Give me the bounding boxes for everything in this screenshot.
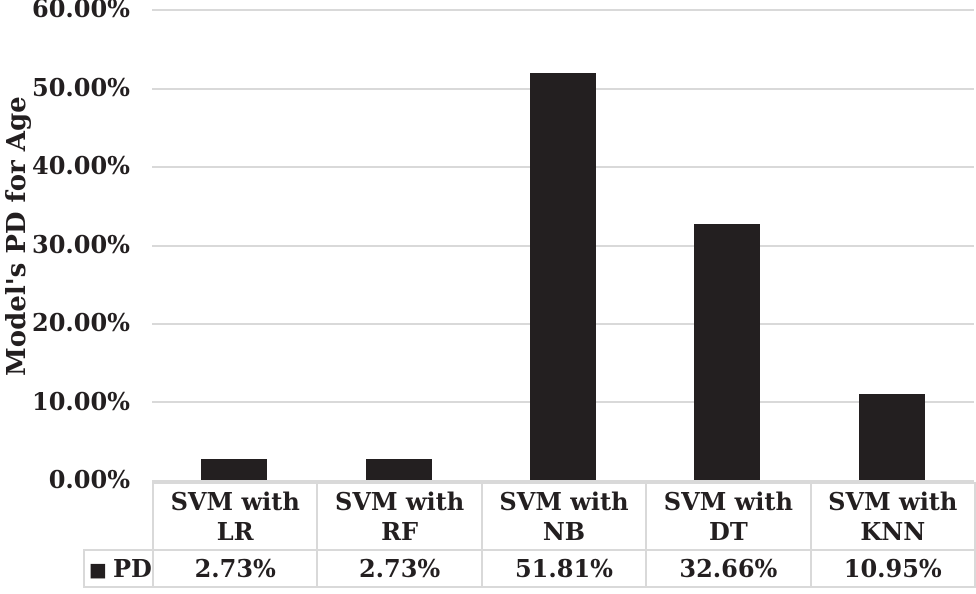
gridline bbox=[152, 480, 974, 482]
legend-cell: ■ PD bbox=[83, 549, 154, 588]
y-tick-label: 10.00% bbox=[32, 387, 130, 416]
y-tick-label: 30.00% bbox=[32, 230, 130, 259]
series-value-row: ■ PD 2.73% 2.73% 51.81% 32.66% 10.95% bbox=[83, 549, 976, 588]
data-table: SVM with LR SVM with RF SVM with NB SVM … bbox=[83, 482, 976, 588]
category-label: SVM with LR bbox=[151, 482, 319, 551]
y-tick-label: 0.00% bbox=[48, 465, 130, 494]
category-label: SVM with RF bbox=[316, 482, 483, 551]
series-marker-icon: ■ bbox=[89, 559, 107, 581]
category-header-row: SVM with LR SVM with RF SVM with NB SVM … bbox=[84, 482, 976, 551]
bar-svm-rf bbox=[365, 458, 432, 480]
y-tick-label: 60.00% bbox=[32, 0, 130, 23]
y-tick-label: 50.00% bbox=[32, 73, 130, 102]
category-label: SVM with DT bbox=[645, 482, 812, 551]
table-corner-cell bbox=[84, 483, 153, 550]
bar-svm-lr bbox=[201, 458, 268, 480]
series-name: PD bbox=[112, 554, 152, 583]
category-label: SVM with KNN bbox=[809, 482, 976, 551]
bar-svm-dt bbox=[694, 223, 761, 480]
bar-svm-knn bbox=[858, 394, 925, 480]
category-label: SVM with NB bbox=[480, 482, 648, 551]
gridline bbox=[152, 9, 974, 11]
y-tick-label: 20.00% bbox=[32, 308, 130, 337]
series-value: 2.73% bbox=[316, 549, 483, 588]
series-value: 51.81% bbox=[480, 549, 648, 588]
series-value: 32.66% bbox=[645, 549, 812, 588]
plot-area bbox=[152, 9, 974, 482]
series-value: 10.95% bbox=[809, 549, 976, 588]
series-value: 2.73% bbox=[151, 549, 319, 588]
bar-svm-nb bbox=[530, 73, 596, 480]
y-tick-label: 40.00% bbox=[32, 151, 130, 180]
